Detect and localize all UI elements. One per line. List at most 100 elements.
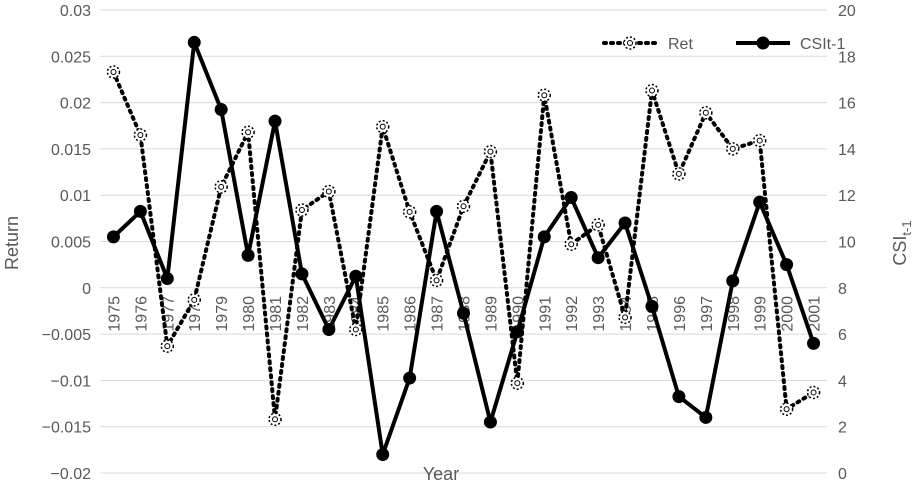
- ret-point-outer: [726, 142, 740, 156]
- ret-point-outer: [672, 167, 686, 181]
- csi-point: [618, 216, 632, 230]
- ret-point-outer: [429, 273, 444, 288]
- y-left-tick-label: 0.02: [60, 96, 91, 113]
- ret-point-inner: [622, 314, 629, 321]
- legend-csi-marker: [756, 36, 770, 50]
- ret-point-outer: [402, 205, 417, 219]
- ret-point: [672, 167, 686, 181]
- y-left-tick-label: 0.025: [51, 49, 91, 66]
- ret-point-inner: [756, 137, 763, 144]
- x-tick-label: 1976: [133, 296, 150, 332]
- x-tick-label: 1986: [403, 296, 420, 332]
- ret-point-outer: [241, 125, 255, 139]
- ret-point: [564, 237, 578, 252]
- series-ret: [106, 65, 821, 427]
- ret-point: [699, 106, 713, 120]
- ret-point-outer: [645, 83, 659, 98]
- csi-point: [268, 114, 282, 128]
- y-right-tick-label: 14: [838, 142, 856, 159]
- ret-point: [456, 199, 471, 214]
- csi-point: [672, 390, 686, 404]
- csi-point: [322, 322, 336, 336]
- ret-point-outer: [268, 412, 282, 427]
- y-left-tick-label: 0.03: [60, 3, 91, 20]
- y-left-tick-label: 0.005: [51, 235, 91, 252]
- y-right-tick-label: 6: [838, 327, 847, 344]
- ret-point-outer: [806, 385, 821, 400]
- x-tick-label: 1981: [268, 296, 285, 332]
- ret-point: [268, 412, 282, 427]
- y-axis-right-title-main: CSI: [890, 236, 910, 266]
- csi-point: [537, 230, 551, 244]
- ret-point-inner: [137, 132, 144, 139]
- ret-point: [133, 128, 148, 142]
- csi-point: [214, 103, 228, 117]
- ret-point-inner: [191, 296, 198, 303]
- y-right-tick-label: 10: [838, 235, 856, 252]
- x-tick-label: 1989: [483, 296, 500, 332]
- y-axis-right-title-sub: t-1: [899, 220, 914, 235]
- x-tick-label: 2000: [780, 296, 797, 332]
- ret-point-inner: [810, 389, 817, 396]
- ret-point: [537, 88, 552, 102]
- csi-point: [483, 415, 497, 429]
- ret-point-outer: [510, 376, 525, 390]
- ret-point-outer: [133, 128, 148, 142]
- csi-point: [753, 195, 767, 209]
- ret-point-inner: [460, 203, 467, 210]
- x-tick-label: 1999: [753, 296, 770, 332]
- y-axis-right-title: CSIt-1: [890, 220, 914, 265]
- y-left-tick-label: 0: [82, 281, 91, 298]
- y-right-tick-label: 16: [838, 96, 856, 113]
- ret-point-outer: [483, 144, 498, 159]
- csi-point: [645, 299, 659, 313]
- ret-point-outer: [456, 199, 471, 214]
- ret-point-outer: [375, 119, 390, 134]
- series-csi: [106, 35, 821, 461]
- csi-point: [780, 258, 794, 272]
- ret-point-outer: [322, 184, 336, 199]
- ret-point: [779, 402, 794, 416]
- ret-point: [483, 144, 498, 159]
- ret-point: [429, 273, 444, 288]
- csi-point: [376, 447, 390, 461]
- ret-point: [160, 339, 175, 353]
- ret-point-inner: [298, 207, 305, 214]
- ret-point-inner: [272, 416, 279, 423]
- ret-point: [402, 205, 417, 219]
- csi-point: [510, 325, 524, 339]
- x-tick-label: 1985: [376, 296, 393, 332]
- csi-point: [187, 35, 201, 49]
- csi-point: [726, 274, 740, 288]
- x-tick-label: 1992: [564, 296, 581, 332]
- x-tick-label: 1997: [699, 296, 716, 332]
- x-tick-label: 1979: [214, 296, 231, 332]
- y-right-tick-label: 0: [838, 466, 847, 483]
- y-left-tick-label: −0.02: [51, 466, 92, 483]
- ret-point-outer: [618, 310, 632, 325]
- ret-point: [214, 180, 228, 194]
- ret-point-outer: [106, 65, 121, 79]
- ret-point: [241, 125, 255, 139]
- x-tick-label: 1980: [241, 296, 258, 332]
- ret-point: [752, 133, 767, 148]
- y-left-tick-label: −0.005: [42, 327, 91, 344]
- csi-point: [241, 248, 255, 262]
- csi-point: [457, 306, 470, 320]
- ret-line: [111, 70, 816, 422]
- x-tick-label: 1982: [295, 296, 312, 332]
- x-tick-label: 1991: [537, 296, 554, 332]
- csi-point: [403, 371, 417, 385]
- csi-point: [564, 191, 578, 205]
- ret-point-inner: [325, 188, 332, 195]
- ret-point: [187, 293, 201, 307]
- ret-point-inner: [245, 129, 252, 136]
- ret-point: [375, 119, 390, 134]
- gridlines: [100, 9, 827, 474]
- y-right-tick-label: 2: [838, 420, 847, 437]
- ret-point-outer: [699, 106, 713, 120]
- ret-point-inner: [352, 326, 359, 333]
- ret-point-inner: [110, 69, 117, 76]
